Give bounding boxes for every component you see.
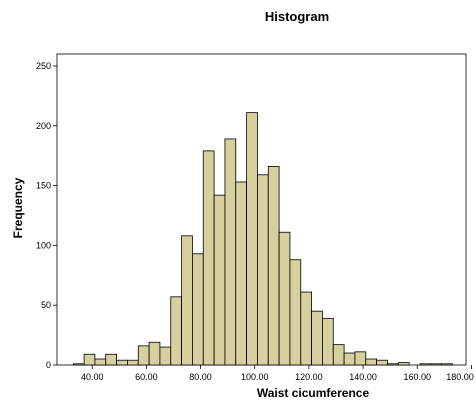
y-axis: 0 50 100 150 200 250 (36, 61, 57, 370)
histogram-bar (83, 353, 96, 366)
bars-group (72, 112, 453, 366)
histogram-bar (257, 174, 269, 366)
histogram-bar (181, 235, 193, 366)
histogram-bar (267, 166, 280, 366)
x-axis: 40.00 60.00 80.00 100.00 120.00 140.00 160.00 1… (81, 365, 474, 382)
histogram-bar (430, 363, 443, 366)
histogram-bar (300, 291, 313, 366)
histogram-bar (159, 346, 172, 366)
histogram-bar (137, 345, 150, 366)
histogram-bar (213, 194, 226, 366)
histogram-bar (365, 358, 378, 366)
histogram-bar (72, 363, 85, 366)
x-tick-label: 80.00 (189, 372, 212, 382)
histogram-bar (235, 181, 248, 366)
histogram-bar (105, 353, 117, 366)
x-tick-label: 100.00 (241, 372, 269, 382)
histogram-bar (148, 341, 161, 366)
histogram-bar (441, 363, 453, 366)
histogram-bar (116, 359, 128, 366)
histogram-bar (192, 253, 204, 366)
histogram-bar (278, 231, 291, 366)
y-tick-label: 200 (36, 121, 51, 131)
histogram-bar (224, 138, 237, 366)
x-axis-label: Waist cicumference (257, 386, 370, 400)
histogram-bar (376, 359, 388, 366)
y-axis-label: Frequency (11, 177, 25, 238)
x-tick-label: 60.00 (135, 372, 158, 382)
x-tick-label: 140.00 (349, 372, 377, 382)
x-tick-label: 40.00 (81, 372, 104, 382)
y-tick-label: 100 (36, 240, 51, 250)
y-tick-label: 50 (41, 300, 51, 310)
x-tick-label: 180.00 (446, 372, 474, 382)
histogram-bar (397, 362, 410, 366)
y-tick-label: 250 (36, 61, 51, 71)
y-tick-label: 0 (46, 360, 51, 370)
histogram-bar (387, 363, 399, 366)
histogram-bar (343, 352, 356, 366)
x-tick-label: 160.00 (403, 372, 431, 382)
chart-title: Histogram (265, 9, 329, 24)
histogram-bar (127, 359, 139, 366)
histogram-bar (94, 358, 107, 366)
histogram-bar (170, 296, 182, 366)
histogram-bar (246, 112, 258, 366)
histogram-bar (419, 363, 432, 366)
x-tick-label: 120.00 (295, 372, 323, 382)
histogram-bar (311, 310, 323, 366)
histogram-bar (332, 344, 345, 366)
histogram-bar (354, 351, 367, 366)
histogram-bar (202, 150, 215, 366)
histogram-bar (289, 259, 302, 366)
histogram-bar (322, 317, 334, 366)
y-tick-label: 150 (36, 181, 51, 191)
